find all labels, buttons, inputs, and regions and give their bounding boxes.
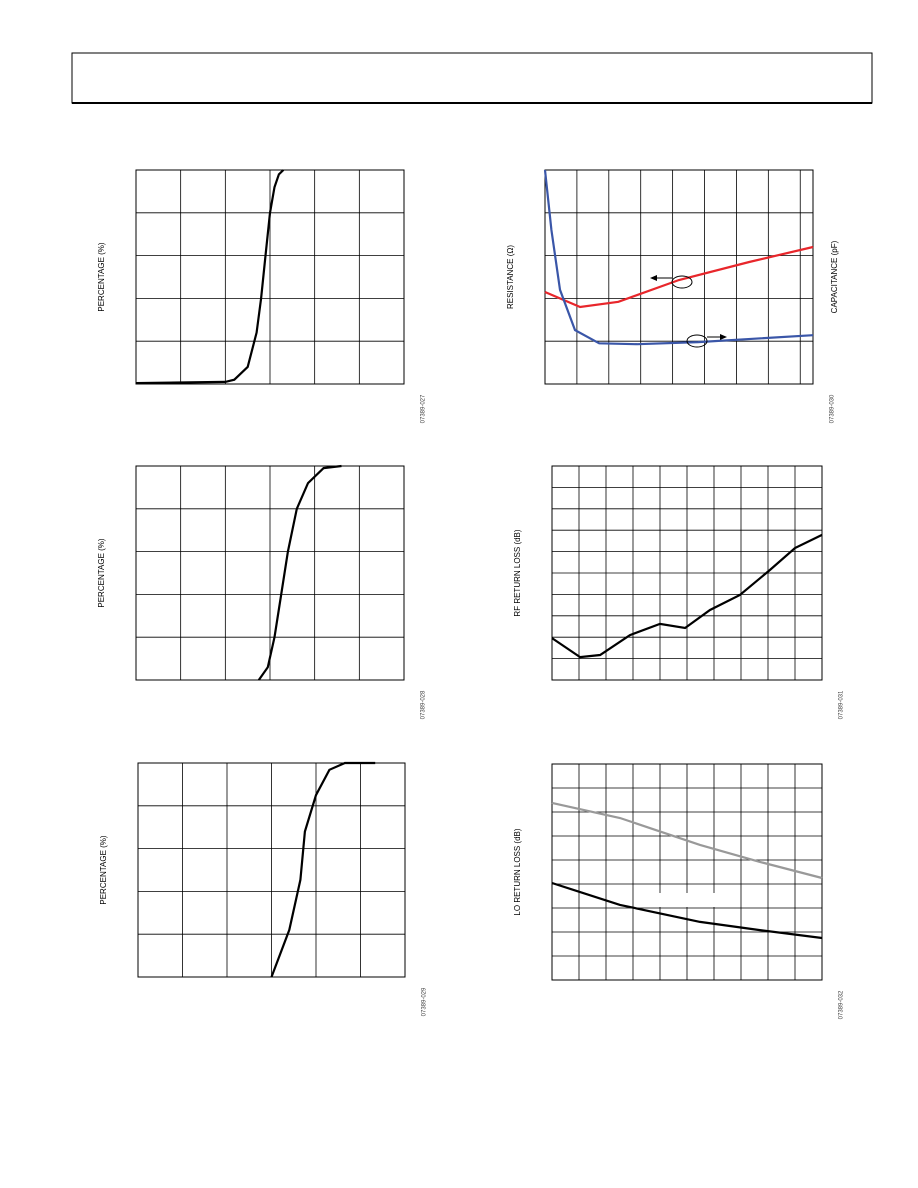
y-axis-label: RESISTANCE (Ω) [506, 245, 515, 309]
series-line [551, 533, 823, 659]
figure-id: 07389-032 [839, 990, 845, 1019]
figure-id: 07389-031 [839, 690, 845, 719]
series-line [551, 801, 823, 880]
y-axis-label: RF RETURN LOSS (dB) [513, 529, 522, 616]
series-marker [686, 334, 708, 348]
arrow-head [650, 275, 657, 281]
y-axis-label: PERCENTAGE (%) [97, 242, 106, 312]
plot-frame [544, 169, 814, 385]
arrow-head [720, 334, 727, 340]
plot-frame [135, 465, 405, 681]
y-axis-label: LO RETURN LOSS (dB) [513, 828, 522, 915]
series-line [135, 169, 285, 385]
series-marker [671, 275, 693, 289]
label-mask [645, 893, 720, 907]
series-line [544, 245, 814, 309]
series-line [270, 761, 376, 978]
y-axis-label: PERCENTAGE (%) [97, 538, 106, 608]
figure-id: 07389-030 [830, 394, 836, 423]
series-line [543, 169, 814, 346]
plot-frame [551, 465, 823, 681]
plot-frame [551, 763, 823, 981]
series-line [551, 881, 823, 940]
figure-id: 07389-027 [421, 394, 427, 423]
y2-axis-label: CAPACITANCE (pF) [830, 240, 839, 313]
series-line [257, 464, 342, 681]
y-axis-label: PERCENTAGE (%) [99, 835, 108, 905]
figure-id: 07389-028 [421, 690, 427, 719]
figure-id: 07389-029 [422, 987, 428, 1016]
plot-frame [135, 169, 405, 385]
header-box [71, 52, 873, 104]
